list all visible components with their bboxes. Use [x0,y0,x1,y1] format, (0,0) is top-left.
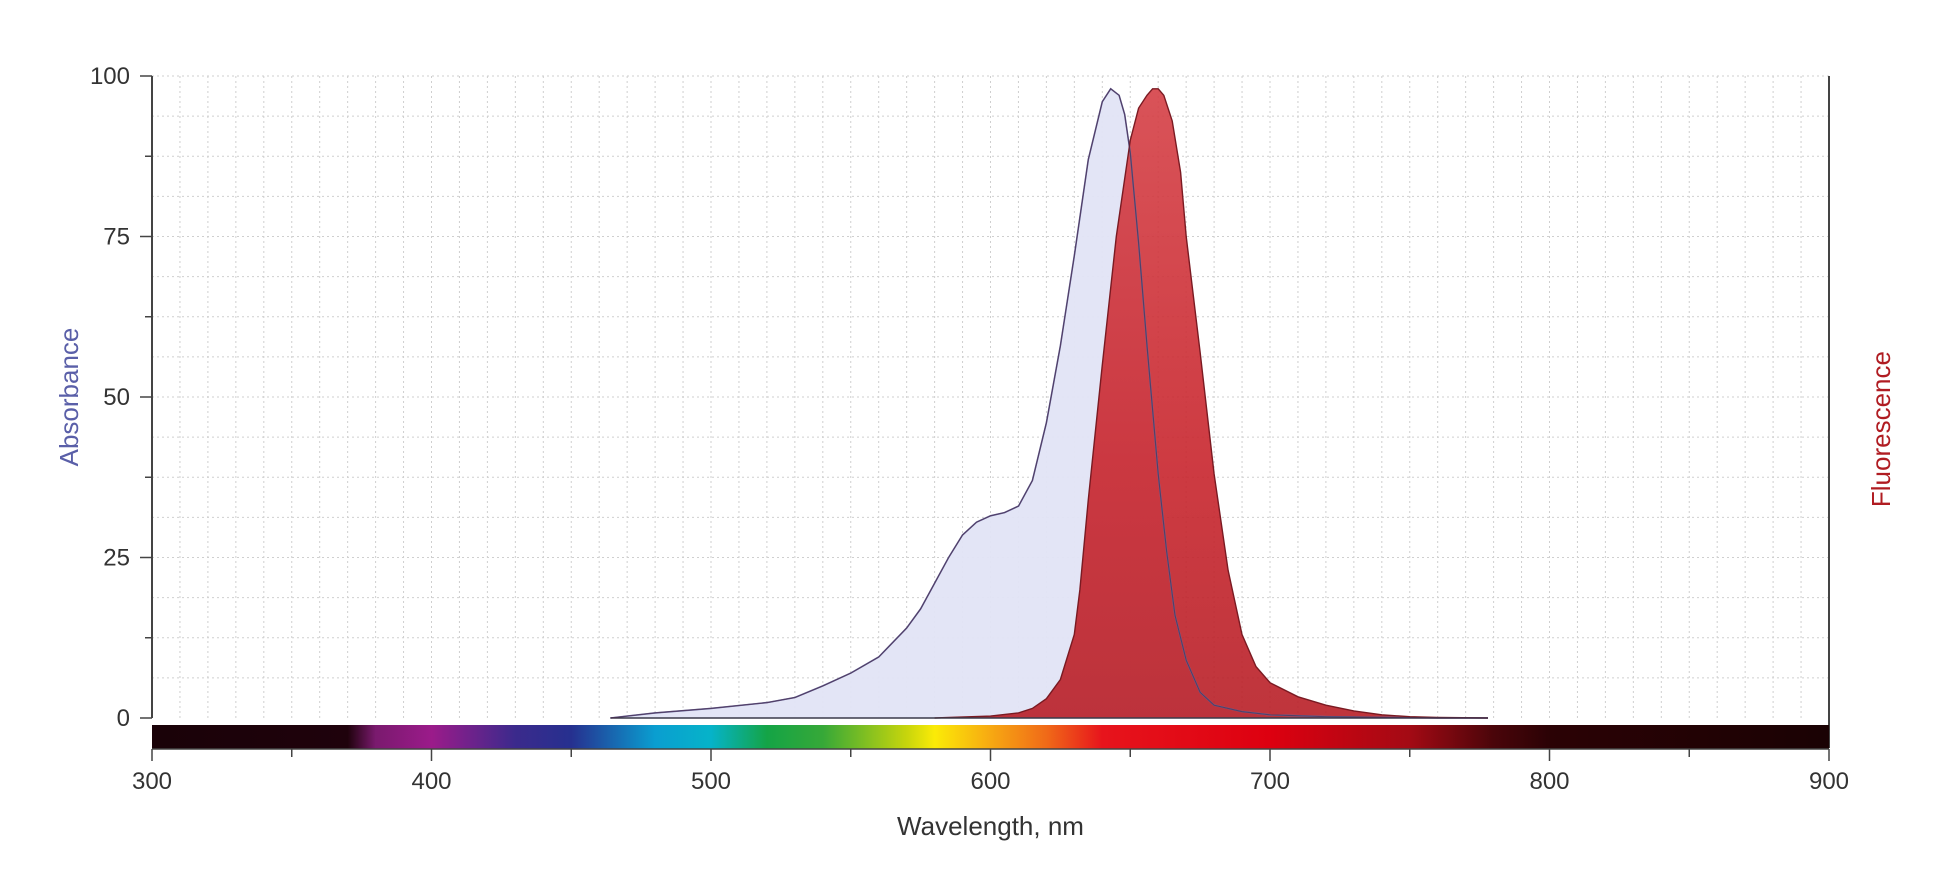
ticks: 300 400 500 600 700 800 900 0 25 50 75 100 [90,63,1849,795]
x-tick-label: 800 [1529,768,1569,795]
y-tick-label: 100 [90,63,130,90]
visible-spectrum-bar [152,725,1829,749]
y-tick-label: 25 [103,545,130,572]
x-tick-label: 500 [691,768,731,795]
y-axis-title-absorbance: Absorbance [54,328,84,467]
x-axis-title: Wavelength, nm [897,811,1084,841]
fluorescence-area [934,88,1489,719]
y-tick-label: 0 [117,705,130,732]
axes [140,75,1830,748]
absorbance-area [610,88,1489,719]
y-tick-label: 75 [103,224,130,251]
x-tick-label: 400 [411,768,451,795]
series-layer [610,87,1489,719]
x-tick-label: 700 [1250,768,1290,795]
x-tick-label: 300 [132,768,172,795]
x-tick-label: 900 [1809,768,1849,795]
fluorescence-line [934,88,1489,719]
y-tick-label: 50 [103,384,130,411]
y-axis-title-fluorescence: Fluorescence [1866,351,1896,507]
x-tick-label: 600 [970,768,1010,795]
absorbance-line-overlay [610,87,1488,719]
